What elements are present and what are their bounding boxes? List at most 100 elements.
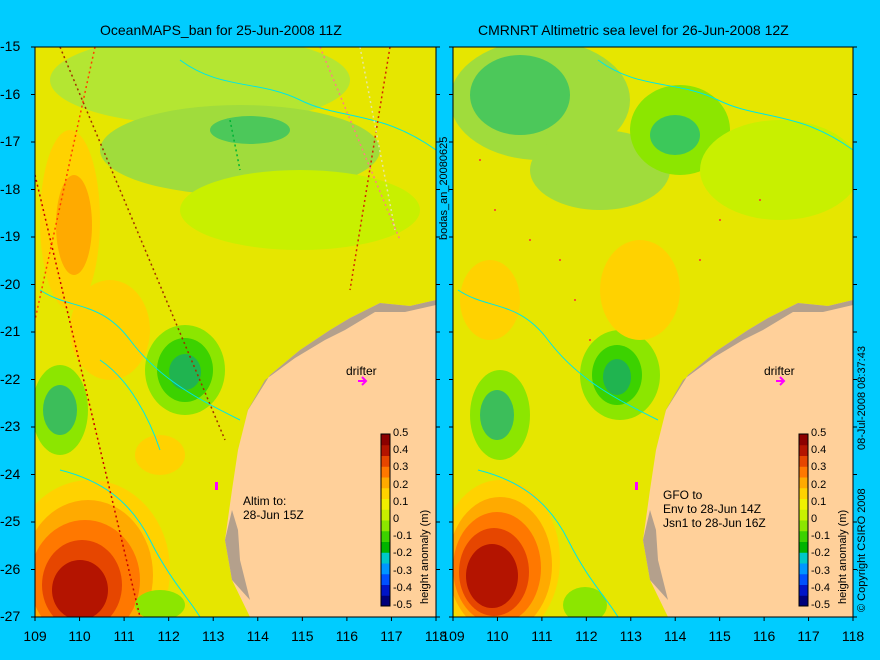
colorbar-tick-label: 0	[811, 513, 818, 525]
colorbar-frame	[380, 433, 391, 607]
colorbar-swatch	[799, 434, 808, 446]
colorbar-swatch	[381, 509, 390, 521]
colorbar-swatch	[381, 552, 390, 564]
colorbar-right-title: height anomaly (m)	[837, 509, 849, 604]
colorbar-tick-label: -0.2	[811, 547, 830, 560]
longitude-tick-label: 109	[441, 628, 465, 644]
colorbar-tick-label: -0.5	[393, 599, 412, 611]
colorbar-tick-label: 0.1	[811, 495, 827, 508]
longitude-tick-label: 115	[291, 628, 314, 644]
drifter-label-left: drifter	[346, 364, 377, 378]
longitude-tick-label: 115	[708, 628, 731, 644]
longitude-tick-label: 110	[68, 628, 91, 644]
colorbar-swatch	[381, 455, 390, 467]
colorbar-swatch	[381, 466, 390, 478]
colorbar-swatch	[381, 595, 390, 607]
colorbar-tick-label: 0.5	[393, 427, 409, 439]
right-panel-title: CMRNRT Altimetric sea level for 26-Jun-2…	[478, 22, 789, 38]
colorbar-swatch	[381, 563, 390, 575]
latitude-tick-label: -18	[0, 180, 21, 197]
longitude-tick-label: 118	[424, 628, 448, 644]
colorbar-swatch	[799, 477, 808, 489]
colorbar-swatch	[381, 487, 390, 499]
colorbar-swatch	[799, 520, 808, 532]
colorbar-left	[380, 433, 391, 607]
longitude-tick-label: 113	[202, 628, 225, 644]
colorbar-swatch	[799, 541, 808, 553]
colorbar-tick-label: -0.1	[811, 530, 830, 543]
colorbar-swatch	[381, 520, 390, 532]
latitude-tick-label: -26	[0, 560, 21, 577]
drifter-label-right: drifter	[764, 364, 795, 378]
note-line: Altim to:	[243, 494, 287, 508]
colorbar-swatch	[381, 573, 390, 585]
colorbar-tick-label: -0.5	[811, 599, 830, 611]
colorbar-swatch	[799, 563, 808, 575]
longitude-tick-label: 117	[380, 628, 403, 644]
latitude-tick-label: -25	[0, 513, 21, 529]
longitude-tick-label: 116	[752, 628, 776, 644]
colorbar-tick-label: -0.2	[393, 547, 412, 560]
latitude-tick-label: -15	[0, 38, 21, 54]
colorbar-swatch	[799, 466, 808, 478]
colorbar-swatch	[799, 530, 808, 542]
note-line: 28-Jun 15Z	[243, 508, 304, 522]
colorbar-tick-label: 0.1	[393, 495, 409, 508]
right-map	[453, 47, 853, 617]
colorbar-swatch	[381, 477, 390, 489]
colorbar-tick-label: -0.3	[811, 564, 830, 577]
altimetry-note-left: Altim to: 28-Jun 15Z	[243, 494, 304, 522]
colorbar-swatch	[381, 444, 390, 456]
longitude-tick-label: 116	[335, 628, 359, 644]
colorbar-swatch	[799, 595, 808, 607]
colorbar-tick-label: -0.4	[811, 581, 830, 594]
longitude-tick-label: 118	[841, 628, 865, 644]
drifter-marker-left	[358, 376, 368, 386]
altimetry-note-right: GFO to Env to 28-Jun 14Z Jsn1 to 28-Jun …	[663, 488, 766, 530]
colorbar-left-title: height anomaly (m)	[419, 509, 431, 604]
longitude-tick-label: 114	[246, 628, 269, 644]
colorbar-swatch	[381, 541, 390, 553]
latitude-tick-label: -19	[0, 228, 21, 244]
longitude-tick-label: 110	[486, 628, 509, 644]
colorbar-swatch	[799, 498, 808, 510]
latitude-tick-label: -17	[0, 133, 21, 149]
latitude-tick-label: -16	[0, 85, 21, 102]
longitude-tick-label: 112	[575, 628, 598, 644]
colorbar-frame	[798, 433, 809, 607]
colorbar-swatch	[799, 509, 808, 521]
colorbar-swatch	[381, 498, 390, 510]
colorbar-swatch	[381, 584, 390, 596]
longitude-tick-label: 109	[23, 628, 47, 644]
longitude-tick-label: 112	[157, 628, 180, 644]
colorbar-tick-label: -0.1	[393, 530, 412, 543]
colorbar-swatch	[799, 455, 808, 467]
note-line: GFO to	[663, 488, 703, 502]
colorbar-swatch	[799, 584, 808, 596]
colorbar-tick-label: -0.4	[393, 581, 412, 594]
colorbar-tick-label: 0.2	[811, 478, 827, 491]
colorbar-swatch	[799, 573, 808, 585]
latitude-tick-label: -20	[0, 275, 21, 292]
colorbar-tick-label: 0.4	[811, 444, 827, 457]
latitude-tick-label: -24	[0, 465, 21, 482]
colorbar-right	[798, 433, 809, 607]
colorbar-swatch	[381, 434, 390, 446]
copyright-label: © Copyright CSIRO 2008	[856, 488, 868, 612]
colorbar-swatch	[799, 487, 808, 499]
note-line: Jsn1 to 28-Jun 16Z	[663, 516, 766, 530]
colorbar-tick-label: 0	[393, 513, 400, 525]
drifter-marker-right	[776, 376, 786, 386]
colorbar-swatch	[381, 530, 390, 542]
colorbar-swatch	[799, 552, 808, 564]
colorbar-tick-label: 0.3	[393, 461, 409, 474]
latitude-tick-label: -22	[0, 370, 21, 387]
colorbar-tick-label: 0.5	[811, 427, 827, 439]
colorbar-tick-label: 0.3	[811, 461, 827, 474]
longitude-tick-label: 111	[531, 628, 553, 644]
run-id-label: bodas_an_20080625	[438, 136, 450, 240]
colorbar-swatch	[799, 444, 808, 456]
note-line: Env to 28-Jun 14Z	[663, 502, 762, 516]
latitude-tick-label: -23	[0, 418, 21, 434]
